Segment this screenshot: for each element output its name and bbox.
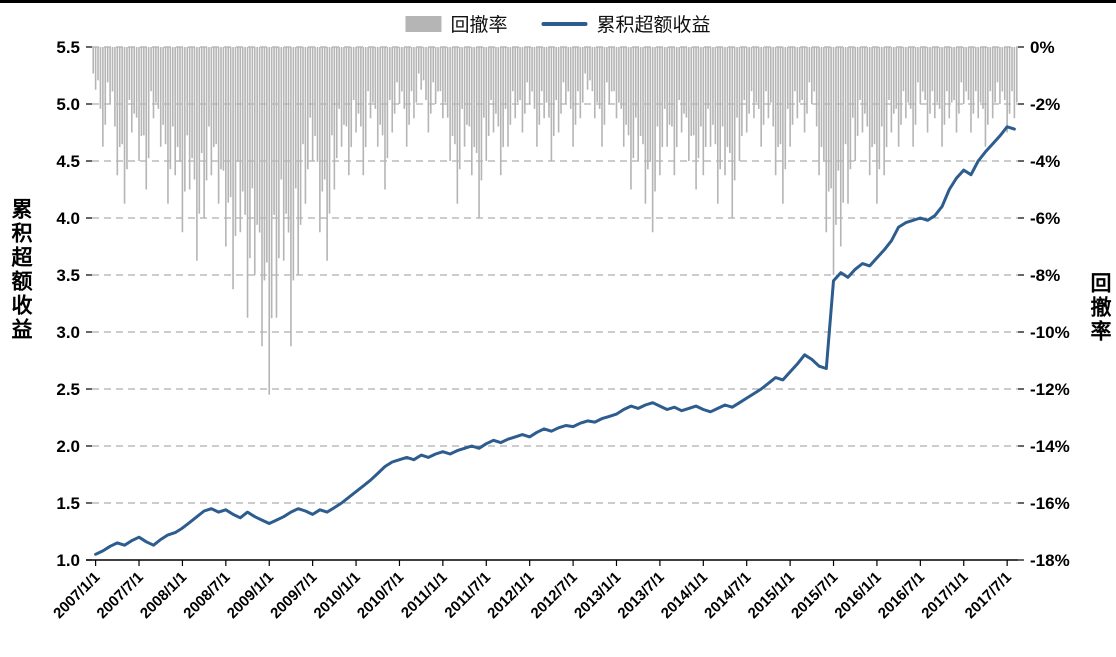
return-line-swatch-icon — [541, 21, 588, 26]
svg-text:4.5: 4.5 — [56, 152, 80, 171]
svg-text:-18%: -18% — [1030, 551, 1070, 570]
right-axis-title: 回撤率 — [1088, 272, 1111, 344]
svg-text:-2%: -2% — [1030, 95, 1060, 114]
svg-text:2009/7/1: 2009/7/1 — [267, 569, 320, 622]
svg-text:5.0: 5.0 — [56, 95, 80, 114]
svg-text:2010/1/1: 2010/1/1 — [311, 569, 364, 622]
svg-text:-6%: -6% — [1030, 209, 1060, 228]
svg-text:3.0: 3.0 — [56, 323, 80, 342]
svg-text:4.0: 4.0 — [56, 209, 80, 228]
svg-text:1.5: 1.5 — [56, 494, 80, 513]
legend-item-drawdown: 回撤率 — [405, 10, 508, 37]
svg-text:0%: 0% — [1030, 38, 1055, 57]
svg-text:2007/1/1: 2007/1/1 — [50, 569, 103, 622]
svg-text:2007/7/1: 2007/7/1 — [94, 569, 147, 622]
svg-text:2016/1/1: 2016/1/1 — [831, 569, 884, 622]
svg-text:-10%: -10% — [1030, 323, 1070, 342]
svg-text:5.5: 5.5 — [56, 38, 80, 57]
figure-top-border — [0, 0, 1116, 3]
svg-text:2012/7/1: 2012/7/1 — [528, 569, 581, 622]
svg-text:3.5: 3.5 — [56, 266, 80, 285]
svg-text:2011/7/1: 2011/7/1 — [441, 569, 494, 622]
svg-text:2.0: 2.0 — [56, 437, 80, 456]
return-line — [94, 125, 1016, 556]
x-axis-labels: 2007/1/12007/7/12008/1/12008/7/12009/1/1… — [50, 560, 1015, 622]
left-axis-title: 累积超额收益 — [9, 198, 32, 342]
svg-text:2008/7/1: 2008/7/1 — [180, 569, 233, 622]
svg-text:2015/7/1: 2015/7/1 — [788, 569, 841, 622]
right-axis-ticks: 0% -2% -4% -6% -8% -10% -12% -14% -16% -18% — [1018, 38, 1070, 570]
svg-text:2.5: 2.5 — [56, 380, 80, 399]
svg-text:2010/7/1: 2010/7/1 — [354, 569, 407, 622]
svg-text:2011/1/1: 2011/1/1 — [398, 569, 451, 622]
drawdown-bar-swatch-icon — [405, 15, 442, 32]
svg-text:2016/7/1: 2016/7/1 — [875, 569, 928, 622]
svg-text:2012/1/1: 2012/1/1 — [484, 569, 537, 622]
legend: 回撤率 累积超额收益 — [405, 10, 711, 37]
svg-text:-12%: -12% — [1030, 380, 1070, 399]
gridlines — [86, 46, 1018, 561]
svg-text:2017/1/1: 2017/1/1 — [918, 569, 971, 622]
svg-text:-14%: -14% — [1030, 437, 1070, 456]
svg-text:1.0: 1.0 — [56, 551, 80, 570]
legend-label-return: 累积超额收益 — [596, 15, 711, 36]
svg-text:2013/1/1: 2013/1/1 — [571, 569, 624, 622]
svg-text:2008/1/1: 2008/1/1 — [137, 569, 190, 622]
svg-text:2013/7/1: 2013/7/1 — [614, 569, 667, 622]
svg-text:-4%: -4% — [1030, 152, 1060, 171]
svg-text:2014/7/1: 2014/7/1 — [701, 569, 754, 622]
svg-text:2015/1/1: 2015/1/1 — [745, 569, 798, 622]
drawdown-bars — [92, 47, 1018, 395]
left-axis-ticks: 5.5 5.0 4.5 4.0 3.5 3.0 2.5 2.0 1.5 1.0 — [56, 38, 92, 570]
legend-item-return: 累积超额收益 — [541, 10, 711, 37]
svg-text:-16%: -16% — [1030, 494, 1070, 513]
svg-text:2014/1/1: 2014/1/1 — [658, 569, 711, 622]
svg-text:2017/7/1: 2017/7/1 — [962, 569, 1015, 622]
legend-label-drawdown: 回撤率 — [450, 15, 508, 36]
svg-text:-8%: -8% — [1030, 266, 1060, 285]
svg-text:2009/1/1: 2009/1/1 — [224, 569, 277, 622]
